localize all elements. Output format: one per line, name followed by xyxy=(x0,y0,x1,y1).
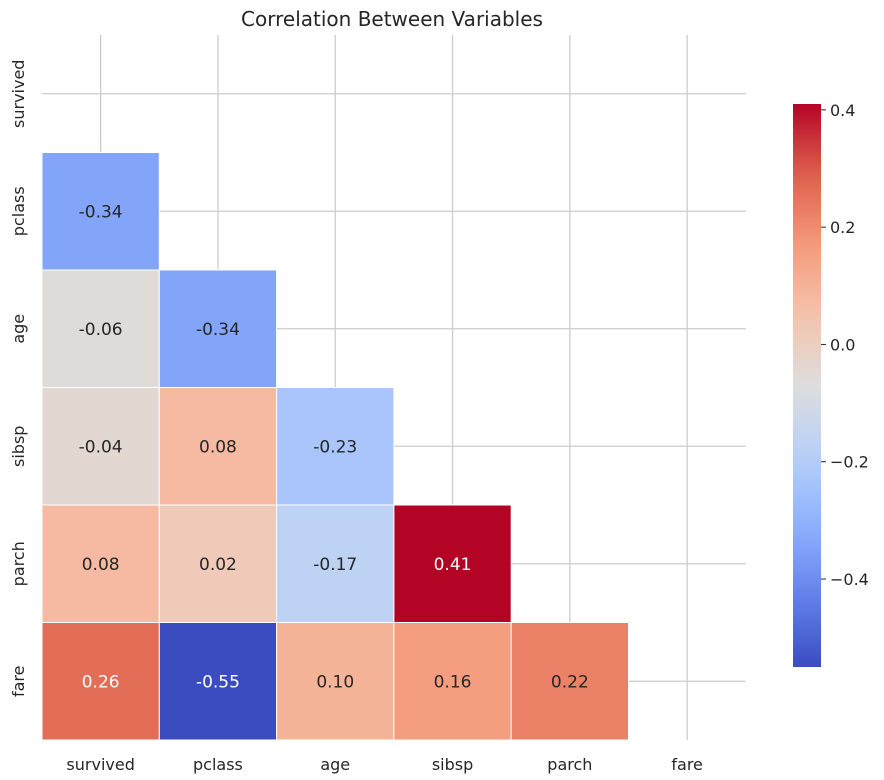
cell-value-label: 0.41 xyxy=(434,555,472,575)
heatmap-cell: -0.34 xyxy=(41,152,160,271)
y-tick-label: parch xyxy=(9,541,28,586)
heatmap-cell: 0.08 xyxy=(158,387,278,506)
heatmap-cell-rect xyxy=(158,622,278,741)
colorbar-tick-label: 0.4 xyxy=(830,101,855,120)
cell-value-label: -0.06 xyxy=(79,320,123,340)
cell-value-label: -0.04 xyxy=(79,437,123,457)
cell-value-label: 0.08 xyxy=(199,437,237,457)
y-tick-label: fare xyxy=(9,665,28,697)
heatmap-cell: 0.02 xyxy=(158,504,278,623)
colorbar-gradient xyxy=(793,104,821,667)
heatmap-cell-rect xyxy=(276,387,395,506)
heatmap-cell: 0.16 xyxy=(393,622,512,741)
heatmap-cell: -0.34 xyxy=(158,269,278,388)
cell-value-label: -0.34 xyxy=(196,320,240,340)
heatmap-cell: 0.41 xyxy=(393,504,512,623)
cell-value-label: -0.34 xyxy=(79,202,123,222)
heatmap-cell: 0.10 xyxy=(276,622,395,741)
heatmap-cell: -0.06 xyxy=(41,269,160,388)
cell-value-label: 0.10 xyxy=(316,672,354,692)
cell-value-label: 0.08 xyxy=(82,555,120,575)
heatmap-cell-rect xyxy=(41,152,160,271)
x-tick-label: fare xyxy=(671,755,703,774)
x-tick-label: parch xyxy=(547,755,592,774)
heatmap-cell: 0.08 xyxy=(41,504,160,623)
heatmap-cell: -0.23 xyxy=(276,387,395,506)
x-tick-label: sibsp xyxy=(432,755,473,774)
heatmap-cell: -0.55 xyxy=(158,622,278,741)
cell-value-label: 0.26 xyxy=(82,672,120,692)
y-tick-label: sibsp xyxy=(9,426,28,467)
heatmap-cell-rect xyxy=(276,504,395,623)
colorbar: 0.4 0.2 0.0 −0.2 −0.4 xyxy=(793,101,869,667)
chart-title: Correlation Between Variables xyxy=(241,7,543,31)
colorbar-tick-label: −0.4 xyxy=(830,570,869,589)
y-tick-labels: survived pclass age sibsp parch fare xyxy=(9,60,28,697)
x-tick-label: age xyxy=(320,755,350,774)
heatmap-cell: 0.22 xyxy=(510,622,630,741)
cell-value-label: 0.22 xyxy=(551,672,589,692)
x-tick-label: pclass xyxy=(193,755,243,774)
heatmap-cell-rect xyxy=(41,504,160,623)
heatmap-cells: -0.34 -0.06 -0.34 -0.04 0.08 -0.23 0.08 0.02 -0.… xyxy=(41,152,630,741)
y-tick-label: survived xyxy=(9,60,28,128)
heatmap-cell-rect xyxy=(41,387,160,506)
y-tick-label: age xyxy=(9,314,28,344)
heatmap-cell-rect xyxy=(158,504,278,623)
heatmap-cell: 0.26 xyxy=(41,622,160,741)
cell-value-label: 0.02 xyxy=(199,555,237,575)
heatmap-cell-rect xyxy=(41,269,160,388)
cell-value-label: -0.55 xyxy=(196,672,240,692)
heatmap-cell: -0.04 xyxy=(41,387,160,506)
heatmap-cell-rect xyxy=(158,269,278,388)
cell-value-label: 0.16 xyxy=(434,672,472,692)
y-tick-label: pclass xyxy=(9,186,28,236)
colorbar-tick-label: 0.0 xyxy=(830,335,855,354)
x-tick-label: survived xyxy=(66,755,134,774)
heatmap-cell-rect xyxy=(393,622,512,741)
cell-value-label: -0.17 xyxy=(313,555,357,575)
x-tick-labels: survived pclass age sibsp parch fare xyxy=(66,755,702,774)
heatmap-cell-rect xyxy=(158,387,278,506)
heatmap-cell-rect xyxy=(41,622,160,741)
colorbar-tick-label: 0.2 xyxy=(830,218,855,237)
heatmap-cell-rect xyxy=(510,622,630,741)
cell-value-label: -0.23 xyxy=(313,437,357,457)
colorbar-tick-label: −0.2 xyxy=(830,453,869,472)
heatmap-cell: -0.17 xyxy=(276,504,395,623)
